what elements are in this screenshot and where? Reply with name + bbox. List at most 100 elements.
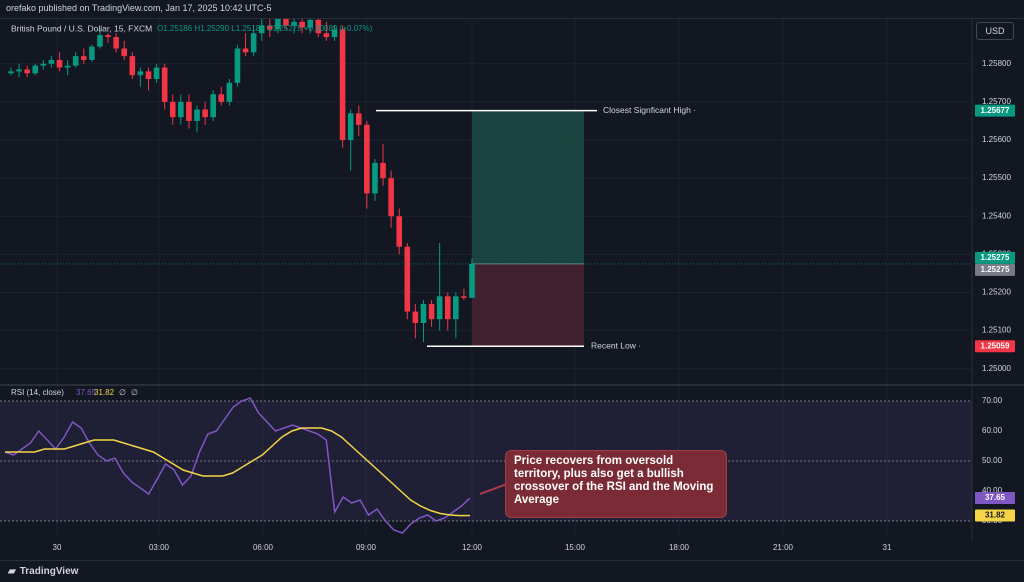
candle-body — [380, 162, 386, 179]
price-tag — [975, 263, 1015, 276]
price-tick-label: 1.25500 — [982, 173, 1011, 182]
price-tag — [975, 251, 1015, 264]
candle-body — [461, 296, 467, 298]
loss-zone[interactable] — [472, 263, 584, 347]
low-label: Recent Low · — [591, 341, 641, 351]
price-tick-label: 1.25600 — [982, 135, 1011, 144]
candle-body — [169, 101, 176, 118]
candle-body — [121, 48, 128, 57]
analysis-callout: Price recovers from oversold territory, … — [505, 450, 727, 518]
high-label: Closest Signficant High · — [603, 105, 696, 115]
candle-body — [186, 101, 192, 121]
rsi-ma-value: 31.82 — [94, 388, 115, 397]
price-tag — [975, 340, 1015, 353]
time-tick-label: 18:00 — [669, 543, 690, 552]
time-tick-label: 21:00 — [773, 543, 794, 552]
candle-body — [194, 109, 200, 121]
candle-body — [97, 35, 103, 47]
brand-text: TradingView — [19, 566, 79, 577]
price-tag-label: 1.25677 — [981, 106, 1010, 115]
time-tick-label: 15:00 — [565, 543, 586, 552]
rsi-value: 37.65 — [76, 388, 97, 397]
publisher-text: orefako published on TradingView.com, Ja… — [6, 3, 272, 13]
rsi-tick-label: 70.00 — [982, 396, 1003, 405]
candle-body — [396, 216, 403, 247]
price-tag-label: 1.25275 — [981, 253, 1010, 262]
candle-body — [444, 296, 451, 320]
price-tag-label: 1.25275 — [981, 265, 1010, 274]
candle-body — [323, 33, 330, 38]
candle-body — [80, 56, 87, 60]
candle-body — [202, 109, 208, 118]
candle-body — [412, 311, 419, 323]
candle-body — [388, 178, 394, 217]
time-tick-label: 06:00 — [253, 543, 274, 552]
candle-body — [404, 246, 411, 312]
candle-body — [218, 94, 225, 102]
candle-body — [24, 69, 30, 74]
callout-text: Price recovers from oversold territory, … — [514, 455, 714, 506]
candle-body — [453, 296, 459, 320]
candle-body — [210, 94, 216, 118]
rsi-label: RSI (14, close) — [11, 388, 64, 397]
candle-body — [347, 113, 354, 140]
candle-body — [226, 82, 233, 102]
price-tag — [975, 104, 1015, 117]
candle-body — [72, 56, 79, 66]
candle-body — [469, 263, 475, 298]
candle-body — [8, 71, 14, 74]
rsi-na-1: ∅ — [119, 388, 126, 397]
time-tick-label: 30 — [53, 543, 62, 552]
rsi-tick-label: 40.00 — [982, 486, 1003, 495]
profit-zone[interactable] — [472, 110, 584, 264]
candle-body — [436, 296, 443, 320]
candle-body — [161, 67, 168, 102]
rsi-tag — [975, 492, 1015, 505]
time-tick-label: 09:00 — [356, 543, 377, 552]
rsi-tag — [975, 509, 1015, 522]
candle-body — [137, 71, 144, 76]
candle-body — [153, 67, 160, 79]
candle-body — [275, 18, 281, 30]
candle-body — [64, 65, 71, 68]
tradingview-logo[interactable]: ▰ TradingView — [8, 566, 78, 577]
currency-button[interactable]: USD — [976, 22, 1014, 40]
rsi-tag-label: 37.65 — [985, 493, 1006, 502]
candle-body — [420, 303, 427, 323]
price-tag-label: 1.25059 — [981, 341, 1010, 350]
candle-body — [113, 37, 119, 49]
candle-body — [267, 25, 273, 30]
candle-body — [32, 65, 39, 74]
price-tick-label: 1.25700 — [982, 97, 1011, 106]
price-tick-label: 1.25000 — [982, 364, 1011, 373]
time-tick-label: 31 — [883, 543, 892, 552]
candle-body — [40, 63, 47, 66]
candle-body — [307, 19, 314, 28]
footer-bar: ▰ TradingView — [0, 560, 1024, 582]
rsi-tick-label: 60.00 — [982, 426, 1003, 435]
ohlc-label: O1.25186 H1.25290 L1.25186 C1.25275 +0.0… — [157, 24, 373, 33]
callout-pointer — [479, 483, 508, 495]
candle-body — [428, 303, 435, 320]
candle-body — [355, 113, 362, 125]
price-tick-label: 1.25100 — [982, 326, 1011, 335]
rsi-tag-label: 31.82 — [985, 511, 1006, 520]
candle-body — [258, 25, 265, 34]
candle-body — [178, 101, 184, 118]
rsi-line[interactable] — [4, 397, 471, 534]
candle-body — [331, 29, 338, 38]
tradingview-logo-icon: ▰ — [8, 566, 16, 577]
candle-body — [299, 21, 305, 28]
price-tick-label: 1.25400 — [982, 211, 1011, 220]
candle-body — [105, 35, 111, 38]
time-tick-label: 12:00 — [462, 543, 483, 552]
time-tick-label: 03:00 — [149, 543, 170, 552]
candle-body — [89, 46, 95, 60]
rsi-tick-label: 50.00 — [982, 456, 1003, 465]
candle-body — [372, 162, 378, 194]
rsi-ma-line[interactable] — [5, 427, 471, 517]
price-tick-label: 1.25200 — [982, 288, 1011, 297]
candle-body — [145, 71, 152, 79]
candle-body — [291, 21, 297, 26]
candle-body — [234, 48, 241, 83]
